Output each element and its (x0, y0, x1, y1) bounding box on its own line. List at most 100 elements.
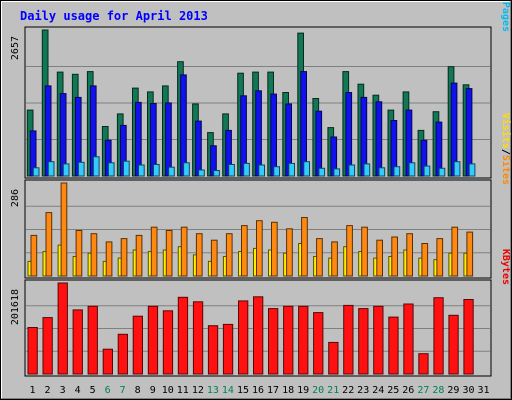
x-tick-day-7: 7 (120, 385, 126, 396)
bar-sites-day-25 (391, 236, 398, 277)
bar-sites-day-15 (241, 225, 248, 277)
legend-separator: / (500, 0, 511, 2)
panel-hits: 2657 Hits/Files/Pages (10, 0, 511, 179)
bar-sites-day-19 (301, 217, 308, 277)
bar-sites-day-26 (406, 233, 413, 277)
bar-sites-day-6 (105, 241, 113, 277)
bar-sites-day-4 (75, 230, 83, 277)
bar-kbytes-day-30 (463, 299, 474, 375)
bar-files-day-30 (465, 88, 473, 177)
bar-sites-day-18 (286, 228, 293, 277)
legend-sites: Visits/Sites (500, 113, 512, 185)
x-axis-labels: 1 2 3 4 5 6 7 8 9 10 11 12 13 14 15 16 17 18 19 20 21 22 23 24 2… (29, 385, 489, 396)
bar-kbytes-day-10 (162, 310, 174, 375)
x-tick-day-17: 17 (267, 385, 279, 396)
bar-pages-day-7 (123, 160, 130, 177)
x-tick-day-10: 10 (162, 385, 174, 396)
bar-pages-day-17 (273, 166, 280, 177)
bar-kbytes-day-7 (117, 333, 128, 375)
bar-kbytes-day-3 (57, 282, 68, 375)
bar-sites-day-8 (135, 234, 143, 277)
bar-kbytes-day-25 (388, 316, 399, 375)
x-tick-day-20: 20 (312, 385, 324, 396)
bar-sites-day-5 (90, 233, 98, 277)
bar-pages-day-28 (438, 167, 446, 177)
y-max-label: 286 (10, 189, 21, 207)
x-tick-day-8: 8 (135, 385, 141, 396)
panel-kbytes: 201618 KBytes (10, 249, 511, 377)
bar-sites-day-22 (346, 225, 353, 277)
bar-sites-day-10 (165, 230, 173, 277)
bar-kbytes-day-1 (27, 327, 38, 375)
bar-files-day-10 (165, 102, 172, 177)
bar-kbytes-day-5 (87, 305, 98, 375)
bar-pages-day-12 (198, 169, 205, 177)
x-tick-day-18: 18 (282, 385, 294, 396)
x-tick-day-9: 9 (150, 385, 156, 396)
bar-kbytes-day-6 (102, 348, 113, 375)
bar-kbytes-day-4 (72, 309, 83, 375)
bar-pages-day-26 (408, 162, 416, 177)
bar-kbytes-day-24 (373, 305, 384, 375)
bar-pages-day-6 (107, 162, 115, 177)
bar-kbytes-day-29 (448, 314, 459, 375)
x-tick-day-4: 4 (75, 385, 81, 396)
x-tick-day-28: 28 (432, 385, 444, 396)
bar-kbytes-day-18 (283, 305, 294, 375)
bar-kbytes-day-28 (433, 297, 444, 375)
bar-pages-day-29 (453, 161, 461, 177)
legend-item-kbytes: KBytes (500, 249, 511, 285)
legend-item-sites: Sites (500, 155, 512, 185)
bar-sites-day-2 (45, 212, 53, 277)
x-tick-day-26: 26 (402, 385, 414, 396)
bar-pages-day-15 (243, 162, 250, 177)
y-max-label: 201618 (10, 289, 21, 325)
bar-sites-day-24 (376, 239, 383, 277)
bar-sites-day-1 (30, 234, 38, 277)
x-tick-day-25: 25 (387, 385, 399, 396)
bar-kbytes-day-16 (253, 296, 264, 375)
x-tick-day-30: 30 (462, 385, 474, 396)
bar-pages-day-24 (378, 167, 386, 177)
x-tick-day-22: 22 (342, 385, 354, 396)
bar-files-day-12 (195, 120, 202, 177)
bar-kbytes-day-19 (298, 305, 309, 375)
bar-files-day-24 (375, 101, 383, 177)
bar-sites-day-17 (271, 221, 278, 277)
bar-kbytes-day-14 (222, 323, 234, 375)
bar-pages-day-9 (153, 164, 160, 177)
x-tick-day-6: 6 (105, 385, 111, 396)
bar-pages-day-2 (47, 161, 55, 177)
bar-pages-day-30 (468, 163, 476, 177)
chart-title: Daily usage for April 2013 (20, 9, 208, 23)
bar-sites-day-13 (210, 239, 218, 277)
bar-pages-day-21 (333, 168, 341, 177)
bar-kbytes-day-12 (192, 301, 204, 375)
bar-kbytes-day-20 (313, 312, 324, 375)
bar-files-day-19 (300, 71, 307, 177)
x-tick-day-21: 21 (327, 385, 339, 396)
bar-kbytes-day-15 (238, 300, 249, 375)
bar-pages-day-8 (138, 164, 145, 177)
bar-sites-day-16 (256, 220, 263, 277)
bar-sites-day-9 (150, 226, 158, 277)
bar-sites-day-27 (421, 243, 429, 277)
bar-kbytes-day-26 (403, 303, 414, 375)
bar-sites-day-29 (451, 226, 459, 277)
bar-sites-day-23 (361, 226, 368, 277)
bar-sites-day-30 (466, 231, 474, 277)
bar-kbytes-day-17 (268, 308, 279, 375)
legend-item-pages: Pages (500, 2, 511, 32)
bar-kbytes-day-9 (147, 305, 159, 375)
bar-sites-day-20 (316, 238, 323, 277)
bar-pages-day-13 (213, 170, 220, 177)
x-tick-day-19: 19 (297, 385, 309, 396)
bar-sites-day-14 (225, 233, 233, 277)
bar-pages-day-20 (318, 167, 326, 177)
bar-pages-day-5 (92, 156, 100, 177)
bar-files-day-22 (345, 92, 353, 177)
bar-pages-day-23 (363, 163, 371, 177)
bar-pages-day-14 (228, 164, 235, 177)
x-tick-day-15: 15 (237, 385, 249, 396)
